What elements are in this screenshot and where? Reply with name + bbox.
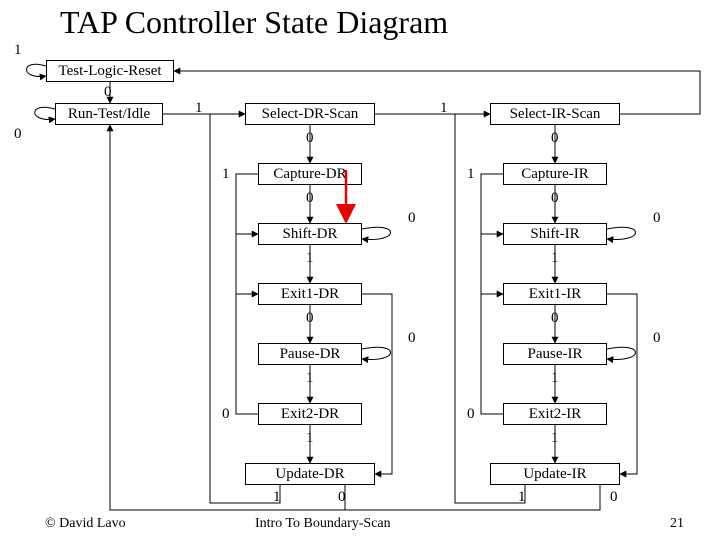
edge-label: 0 — [610, 489, 618, 506]
state-exit2-dr: Exit2-DR — [258, 403, 362, 425]
state-sel-ir: Select-IR-Scan — [490, 103, 620, 125]
state-update-dr: Update-DR — [245, 463, 375, 485]
state-shift-dr: Shift-DR — [258, 223, 362, 245]
edge-label: 1 — [518, 489, 526, 506]
state-pause-ir: Pause-IR — [503, 343, 607, 365]
edge-label: 0 — [306, 190, 314, 207]
edge-label: 1 — [551, 250, 559, 267]
edge-label: 0 — [467, 406, 475, 423]
state-exit1-dr: Exit1-DR — [258, 283, 362, 305]
edge-label: 0 — [306, 130, 314, 147]
edge-label: 1 — [14, 42, 22, 59]
edge-label: 1 — [195, 100, 203, 117]
edge-label: 0 — [653, 210, 661, 227]
edge-label: 0 — [551, 190, 559, 207]
edge-label: 0 — [408, 330, 416, 347]
state-exit1-ir: Exit1-IR — [503, 283, 607, 305]
edge-label: 0 — [551, 310, 559, 327]
edge-label: 0 — [306, 310, 314, 327]
edge-label: 1 — [306, 430, 314, 447]
state-cap-ir: Capture-IR — [503, 163, 607, 185]
state-pause-dr: Pause-DR — [258, 343, 362, 365]
state-update-ir: Update-IR — [490, 463, 620, 485]
page-title: TAP Controller State Diagram — [60, 4, 448, 41]
footer-page-number: 21 — [670, 516, 684, 532]
edge-label: 0 — [551, 130, 559, 147]
edge-label: 1 — [306, 250, 314, 267]
edge-label: 1 — [467, 166, 475, 183]
edge-label: 1 — [551, 430, 559, 447]
state-rti: Run-Test/Idle — [55, 103, 163, 125]
state-shift-ir: Shift-IR — [503, 223, 607, 245]
edge-label: 0 — [14, 126, 22, 143]
edge-label: 1 — [440, 100, 448, 117]
state-cap-dr: Capture-DR — [258, 163, 362, 185]
edge-label: 0 — [408, 210, 416, 227]
edge-label: 1 — [306, 370, 314, 387]
edge-label: 0 — [653, 330, 661, 347]
edge-label: 0 — [338, 489, 346, 506]
edge-label: 1 — [222, 166, 230, 183]
state-tlr: Test-Logic-Reset — [46, 60, 174, 82]
state-sel-dr: Select-DR-Scan — [245, 103, 375, 125]
edge-label: 0 — [104, 84, 112, 101]
footer-title: Intro To Boundary-Scan — [255, 516, 391, 532]
edge-label: 0 — [222, 406, 230, 423]
state-exit2-ir: Exit2-IR — [503, 403, 607, 425]
edge-label: 1 — [551, 370, 559, 387]
footer-copyright: © David Lavo — [45, 516, 126, 532]
edge-label: 1 — [273, 489, 281, 506]
